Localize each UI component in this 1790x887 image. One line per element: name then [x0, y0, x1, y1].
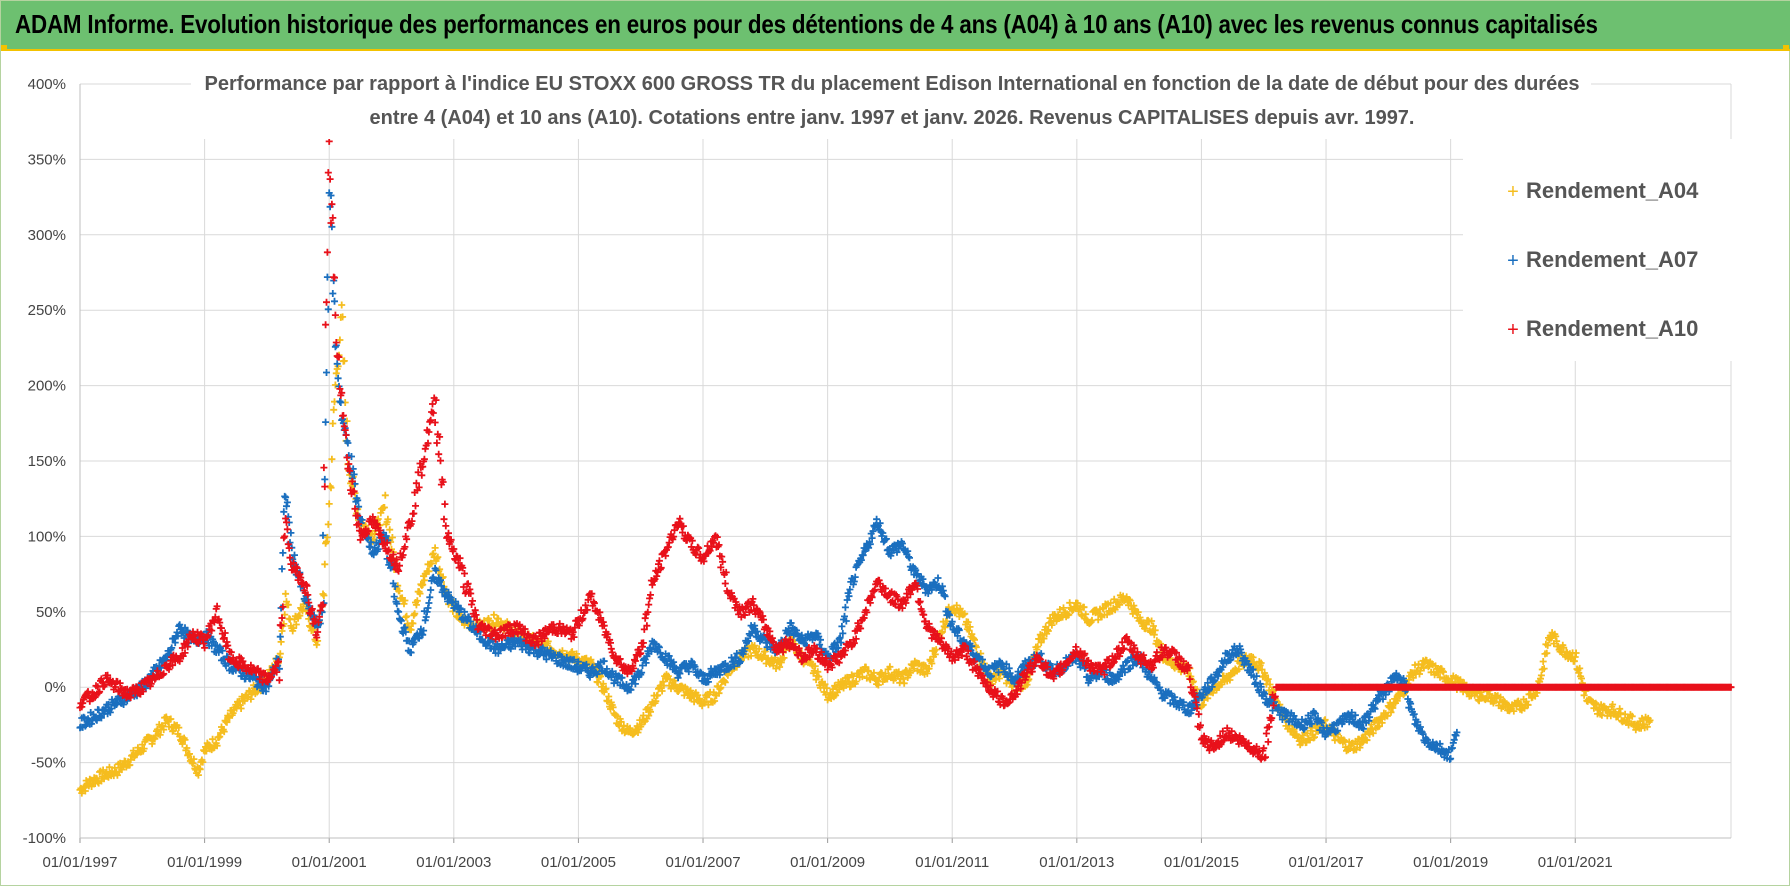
point-marker: [325, 306, 332, 313]
point-marker: [403, 613, 410, 620]
point-marker: [1449, 745, 1456, 752]
point-marker: [435, 451, 442, 458]
point-marker: [469, 597, 476, 604]
point-marker: [433, 440, 440, 447]
x-tick-label: 01/01/2013: [1039, 854, 1114, 871]
point-marker: [901, 680, 908, 687]
point-marker: [873, 516, 880, 523]
y-tick-label: 100%: [28, 528, 66, 545]
point-marker: [320, 592, 327, 599]
y-tick-label: 200%: [28, 378, 66, 395]
point-marker: [1265, 738, 1272, 745]
point-marker: [326, 500, 333, 507]
point-marker: [916, 599, 923, 606]
point-marker: [426, 594, 433, 601]
point-marker: [608, 645, 615, 652]
point-marker: [429, 401, 436, 408]
point-marker: [935, 575, 942, 582]
point-marker: [437, 457, 444, 464]
y-tick-label: 50%: [36, 604, 66, 621]
point-marker: [838, 623, 845, 630]
point-marker: [325, 521, 332, 528]
point-marker: [321, 476, 328, 483]
point-marker: [322, 321, 329, 328]
point-marker: [328, 484, 335, 491]
point-marker: [287, 529, 294, 536]
y-tick-label: 300%: [28, 227, 66, 244]
point-marker: [337, 399, 344, 406]
point-marker: [329, 290, 336, 297]
point-marker: [321, 561, 328, 568]
point-marker: [1447, 755, 1454, 762]
series-rendement-a07: [77, 189, 1461, 763]
point-marker: [282, 590, 289, 597]
point-marker: [647, 591, 654, 598]
y-tick-label: 250%: [28, 302, 66, 319]
point-marker: [325, 169, 332, 176]
point-marker: [646, 595, 653, 602]
point-marker: [338, 302, 345, 309]
point-marker: [722, 580, 729, 587]
point-marker: [442, 522, 449, 529]
point-marker: [1573, 650, 1580, 657]
point-marker: [441, 501, 448, 508]
x-tick-label: 01/01/2003: [416, 854, 491, 871]
point-marker: [329, 420, 336, 427]
point-marker: [331, 298, 338, 305]
point-marker: [1263, 730, 1270, 737]
x-tick-label: 01/01/2017: [1288, 854, 1363, 871]
point-marker: [341, 357, 348, 364]
x-tick-label: 01/01/1999: [167, 854, 242, 871]
point-marker: [842, 604, 849, 611]
point-marker: [324, 274, 331, 281]
point-marker: [1066, 599, 1073, 606]
point-marker: [345, 461, 352, 468]
y-tick-label: 350%: [28, 151, 66, 168]
point-marker: [395, 608, 402, 615]
point-marker: [601, 658, 608, 665]
point-marker: [490, 611, 497, 618]
point-marker: [327, 176, 334, 183]
point-marker: [427, 587, 434, 594]
y-tick-label: 400%: [28, 76, 66, 93]
point-marker: [1123, 659, 1130, 666]
point-marker: [654, 692, 661, 699]
x-tick-label: 01/01/2011: [915, 854, 989, 871]
point-marker: [276, 677, 283, 684]
point-marker: [322, 419, 329, 426]
point-marker: [320, 464, 327, 471]
point-marker: [324, 249, 331, 256]
point-marker: [321, 483, 328, 490]
y-tick-label: -100%: [23, 830, 66, 847]
point-marker: [412, 502, 419, 509]
point-marker: [279, 549, 286, 556]
point-marker: [330, 406, 337, 413]
point-marker: [441, 516, 448, 523]
x-tick-label: 01/01/1997: [42, 854, 117, 871]
point-marker: [279, 565, 286, 572]
point-marker: [1540, 658, 1547, 665]
point-marker: [281, 533, 288, 540]
x-tick-label: 01/01/2009: [790, 854, 865, 871]
y-tick-label: 0%: [44, 679, 66, 696]
point-marker: [386, 526, 393, 533]
x-tick-label: 01/01/2019: [1413, 854, 1488, 871]
y-tick-label: -50%: [31, 755, 66, 772]
point-marker: [280, 534, 287, 541]
x-tick-label: 01/01/2001: [292, 854, 367, 871]
x-tick-label: 01/01/2007: [665, 854, 740, 871]
point-marker: [645, 601, 652, 608]
x-tick-label: 01/01/2015: [1164, 854, 1239, 871]
point-marker: [410, 510, 417, 517]
y-tick-label: 150%: [28, 453, 66, 470]
x-tick-label: 01/01/2005: [541, 854, 616, 871]
point-marker: [284, 526, 291, 533]
point-marker: [382, 492, 389, 499]
x-tick-label: 01/01/2021: [1538, 854, 1613, 871]
point-marker: [332, 382, 339, 389]
